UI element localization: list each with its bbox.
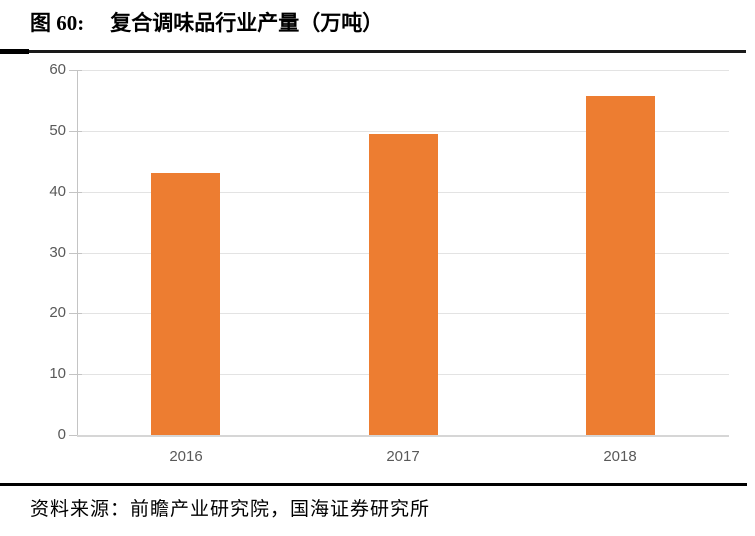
y-axis-tick <box>69 313 82 314</box>
title-divider <box>0 49 746 54</box>
x-axis-label: 2016 <box>169 448 203 465</box>
y-axis-tick <box>69 253 82 254</box>
y-axis-label: 10 <box>49 365 66 382</box>
bar-2016 <box>151 173 220 435</box>
y-axis-tick <box>69 435 82 436</box>
y-axis-tick <box>69 374 82 375</box>
figure-title: 图 60: 复合调味品行业产量（万吨） <box>30 7 383 37</box>
gridline <box>77 131 729 132</box>
y-axis-label: 20 <box>49 304 66 321</box>
y-axis-label: 50 <box>49 122 66 139</box>
gridline <box>77 70 729 71</box>
bar-2018 <box>586 96 655 435</box>
figure-title-text: 复合调味品行业产量（万吨） <box>110 11 384 35</box>
x-axis-label: 2018 <box>603 448 637 465</box>
y-axis-tick <box>69 131 82 132</box>
x-axis-label: 2017 <box>386 448 420 465</box>
source-note: 资料来源：前瞻产业研究院，国海证券研究所 <box>30 499 431 520</box>
y-axis-tick <box>69 70 82 71</box>
footer-divider <box>0 483 747 486</box>
y-axis-label: 0 <box>57 426 66 443</box>
y-axis-line <box>77 70 78 436</box>
x-axis-line <box>77 435 729 437</box>
y-axis-label: 40 <box>49 183 66 200</box>
title-divider-accent <box>0 49 29 54</box>
bar-2017 <box>369 134 438 435</box>
y-axis-tick <box>69 192 82 193</box>
y-axis-label: 60 <box>49 61 66 78</box>
y-axis-label: 30 <box>49 244 66 261</box>
figure-number-label: 图 60: <box>30 11 85 35</box>
